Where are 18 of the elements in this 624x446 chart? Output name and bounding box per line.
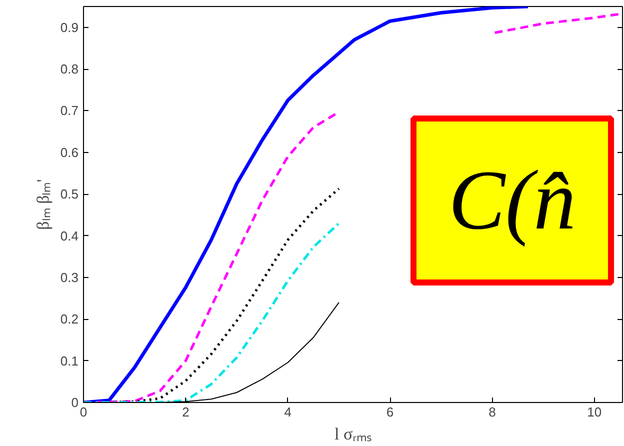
x-tick-label: 6 — [386, 404, 394, 420]
y-tick-label: 0.5 — [60, 186, 79, 202]
annotation: C(n̂ — [448, 154, 576, 248]
y-tick-label: 0.2 — [60, 312, 79, 327]
y-tick-label: 0.1 — [60, 353, 79, 368]
y-tick-label: 0.7 — [60, 103, 79, 118]
x-tick-label: 4 — [284, 404, 292, 420]
y-tick-label: 0.3 — [60, 270, 79, 285]
y-tick-label: 0.4 — [60, 228, 79, 244]
x-tick-label: 10 — [587, 404, 602, 420]
y-tick-label: 0 — [71, 395, 79, 410]
x-tick-label: 2 — [182, 404, 190, 420]
y-tick-label: 0.9 — [60, 20, 79, 35]
x-axis-title: l σᵣₘₛ — [334, 424, 372, 444]
y-tick-label: 0.6 — [60, 144, 79, 160]
x-tick-label: 8 — [488, 404, 496, 420]
y-axis-title: βₗₘ βₗₘ' — [33, 179, 52, 230]
y-tick-label: 0.8 — [60, 62, 79, 77]
